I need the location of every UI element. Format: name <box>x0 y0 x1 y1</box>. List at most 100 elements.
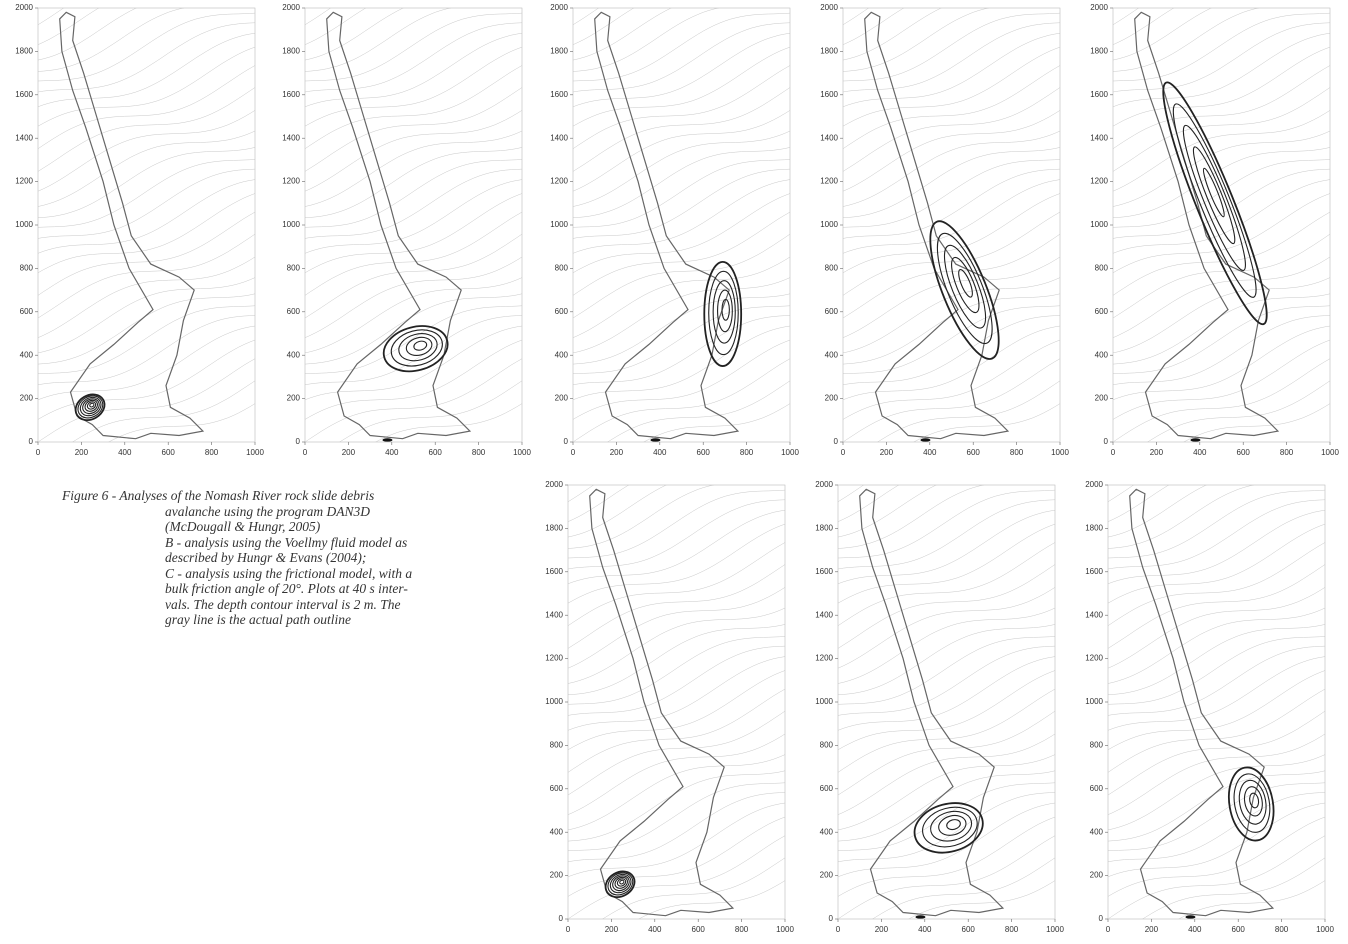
y-tick-label: 1000 <box>282 220 300 229</box>
x-tick-label: 600 <box>692 925 706 934</box>
topo-contour <box>38 316 255 385</box>
topo-contour <box>568 510 785 584</box>
y-tick-label: 800 <box>20 264 34 273</box>
y-tick-label: 400 <box>1095 350 1109 359</box>
topo-contour <box>1108 587 1325 668</box>
topo-contour <box>1113 1 1330 71</box>
topo-contour <box>1108 803 1325 877</box>
y-tick-label: 200 <box>1090 871 1104 880</box>
y-tick-label: 1800 <box>545 524 563 533</box>
topo-contour <box>38 66 255 149</box>
topo-contour <box>1108 565 1325 649</box>
y-tick-label: 1200 <box>545 654 563 663</box>
caption-line: vals. The depth contour interval is 2 m.… <box>62 597 512 613</box>
topo-contour <box>38 131 255 207</box>
topo-contour <box>573 1 790 71</box>
topo-contour <box>38 326 255 400</box>
y-tick-label: 400 <box>825 350 839 359</box>
topo-contour <box>305 66 522 149</box>
y-tick-label: 1600 <box>1085 567 1103 576</box>
debris-contour <box>1162 99 1267 303</box>
y-tick-label: 2000 <box>1085 480 1103 489</box>
topo-contour <box>573 326 790 400</box>
x-tick-label: 600 <box>429 448 443 457</box>
x-tick-label: 400 <box>918 925 932 934</box>
topo-contour <box>843 316 1060 385</box>
caption-line: B - analysis using the Voellmy fluid mod… <box>62 535 512 551</box>
y-tick-label: 1600 <box>282 90 300 99</box>
topo-contour <box>843 66 1060 149</box>
x-tick-label: 400 <box>385 448 399 457</box>
topo-contour <box>38 0 255 25</box>
y-tick-label: 1200 <box>15 177 33 186</box>
topo-contour <box>1108 711 1325 795</box>
page: 0200400600800100012001400160018002000020… <box>0 0 1348 944</box>
topo-contour <box>838 418 1055 502</box>
topo-contour <box>843 234 1060 318</box>
topo-contour <box>1113 359 1330 442</box>
topo-contour <box>1108 543 1325 626</box>
topo-contour <box>843 404 1060 485</box>
topo-contour <box>838 478 1055 548</box>
topo-contour <box>568 657 785 731</box>
topo-contour <box>305 234 522 318</box>
topo-contour <box>1108 657 1325 731</box>
x-tick-label: 0 <box>303 448 308 457</box>
x-tick-label: 400 <box>118 448 132 457</box>
y-tick-label: 400 <box>820 827 834 836</box>
topo-contour <box>573 180 790 254</box>
y-tick-label: 0 <box>564 437 569 446</box>
topo-contour <box>838 543 1055 626</box>
debris-contour <box>718 290 733 332</box>
topo-contour <box>305 169 522 238</box>
y-tick-label: 2000 <box>15 3 33 12</box>
y-tick-label: 0 <box>829 914 834 923</box>
topo-contour <box>843 0 1060 25</box>
caption-line: bulk friction angle of 20°. Plots at 40 … <box>62 581 512 597</box>
topo-contour <box>1108 624 1325 694</box>
topo-contour <box>573 169 790 238</box>
topo-contour <box>568 646 785 715</box>
topo-contour <box>568 587 785 668</box>
y-tick-label: 200 <box>825 394 839 403</box>
y-tick-label: 1600 <box>820 90 838 99</box>
y-tick-label: 1800 <box>815 524 833 533</box>
x-tick-label: 400 <box>923 448 937 457</box>
topo-contour <box>38 0 255 60</box>
y-tick-label: 600 <box>20 307 34 316</box>
topo-contour <box>568 565 785 649</box>
topo-contour <box>838 378 1055 457</box>
topo-contour <box>38 47 255 126</box>
topo-contour <box>573 33 790 107</box>
debris-contour <box>619 880 624 885</box>
topo-contour <box>568 836 785 919</box>
x-tick-label: 600 <box>1232 925 1246 934</box>
topo-contour <box>568 771 785 841</box>
topo-contour <box>1113 326 1330 400</box>
topo-contour <box>573 147 790 217</box>
x-tick-label: 1000 <box>1046 925 1064 934</box>
plot-area <box>305 0 522 484</box>
topo-contour <box>843 131 1060 207</box>
source-marker <box>920 438 930 442</box>
topo-contour <box>305 212 522 295</box>
y-tick-label: 1800 <box>15 47 33 56</box>
topo-contour <box>573 0 790 25</box>
plot-frame <box>568 485 785 919</box>
y-tick-label: 600 <box>820 784 834 793</box>
debris-contour <box>413 340 428 352</box>
topo-contour <box>573 131 790 207</box>
topo-contour <box>38 359 255 442</box>
topo-contour <box>305 47 522 126</box>
debris-contour <box>722 299 729 320</box>
y-tick-label: 1600 <box>15 90 33 99</box>
topo-contour <box>305 160 522 228</box>
y-tick-label: 1200 <box>820 177 838 186</box>
map-panel: 0200400600800100012001400160018002000020… <box>820 0 1069 484</box>
topo-contour <box>838 689 1055 772</box>
y-tick-label: 1400 <box>1090 133 1108 142</box>
topo-contour <box>573 13 790 81</box>
topo-contour <box>838 587 1055 668</box>
topo-contour <box>38 0 255 2</box>
topo-contour <box>843 47 1060 126</box>
